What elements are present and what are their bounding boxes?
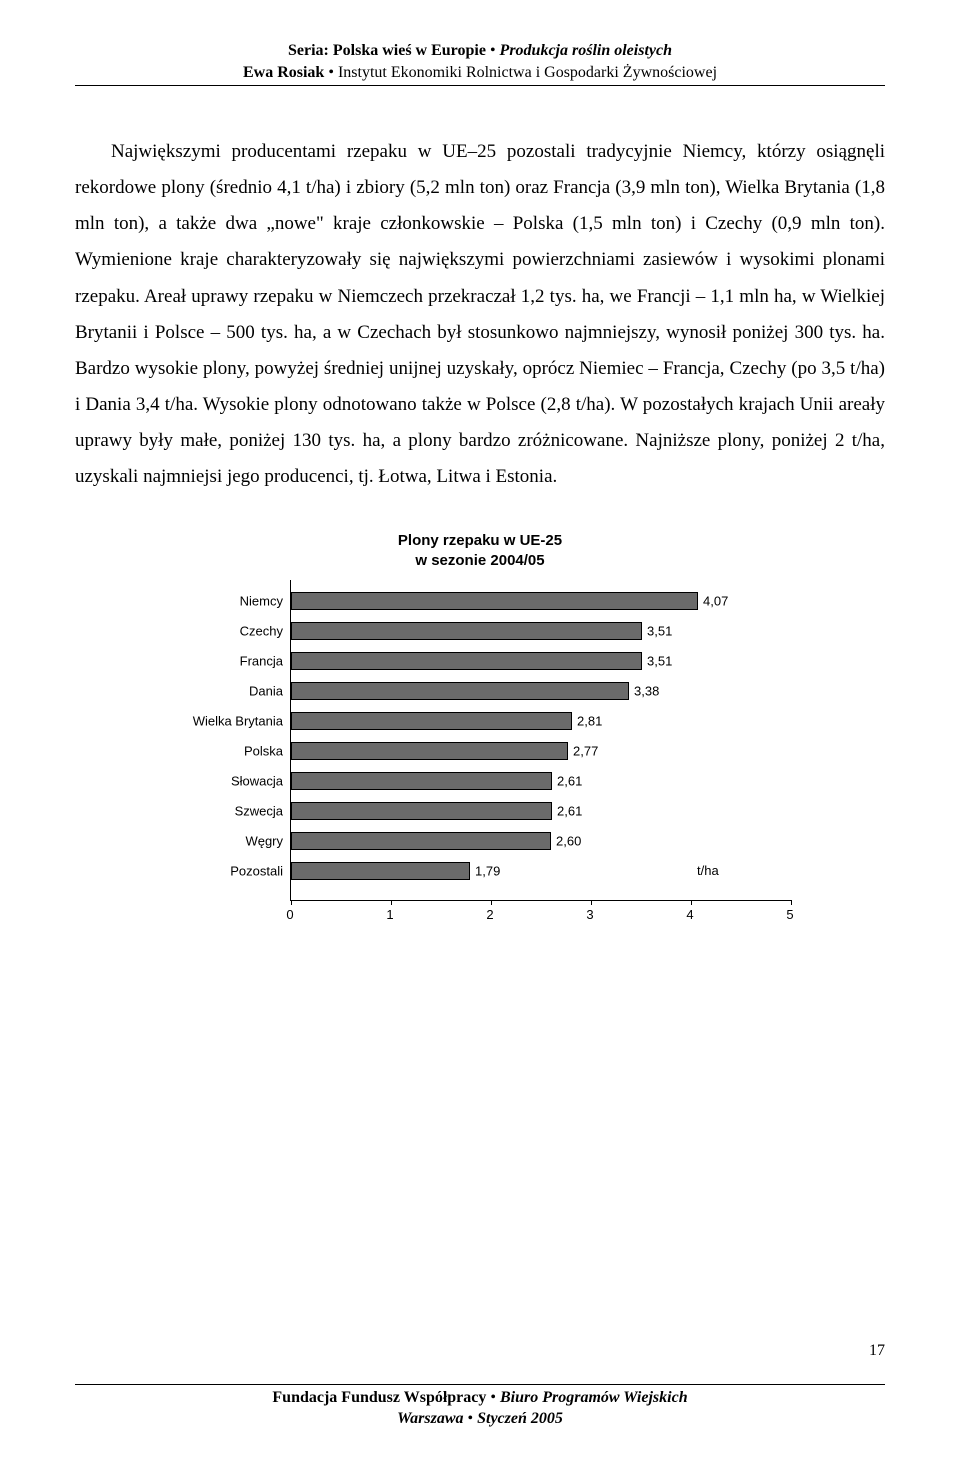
bar-category-label: Dania xyxy=(249,683,291,698)
header-line-1: Seria: Polska wieś w Europie • Produkcja… xyxy=(75,40,885,62)
unit-label: t/ha xyxy=(697,863,719,878)
x-tick-label: 4 xyxy=(686,907,693,922)
bar: 2,77 xyxy=(291,742,568,760)
body-paragraph: Największymi producentami rzepaku w UE–2… xyxy=(75,134,885,495)
footer-bullet-1: • xyxy=(490,1389,496,1406)
bar-category-label: Francja xyxy=(240,653,291,668)
bar-value-label: 2,81 xyxy=(571,713,602,728)
bar-category-label: Polska xyxy=(244,743,291,758)
footer-org-2: Biuro Programów Wiejskich xyxy=(500,1389,688,1406)
footer-place: Warszawa xyxy=(397,1410,463,1427)
x-axis: 012345 xyxy=(290,901,790,923)
chart-title: Plony rzepaku w UE-25 w sezonie 2004/05 xyxy=(160,531,800,572)
plot-area: t/ha Niemcy4,07Czechy3,51Francja3,51Dani… xyxy=(290,580,791,901)
bar-value-label: 1,79 xyxy=(469,863,500,878)
footer-line-1: Fundacja Fundusz Współpracy • Biuro Prog… xyxy=(75,1387,885,1409)
header-line-2: Ewa Rosiak • Instytut Ekonomiki Rolnictw… xyxy=(75,62,885,84)
x-tick-label: 1 xyxy=(386,907,393,922)
bar-category-label: Niemcy xyxy=(240,593,291,608)
bar: 2,61 xyxy=(291,772,552,790)
bar-value-label: 2,77 xyxy=(567,743,598,758)
bar: 3,51 xyxy=(291,622,642,640)
bar-value-label: 3,51 xyxy=(641,653,672,668)
bar-value-label: 2,60 xyxy=(550,833,581,848)
page-header: Seria: Polska wieś w Europie • Produkcja… xyxy=(75,40,885,86)
bar: 4,07 xyxy=(291,592,698,610)
bar-category-label: Czechy xyxy=(240,623,291,638)
institute-name: Instytut Ekonomiki Rolnictwa i Gospodark… xyxy=(338,64,717,81)
bar-value-label: 2,61 xyxy=(551,803,582,818)
bar-category-label: Pozostali xyxy=(230,863,291,878)
bar-value-label: 4,07 xyxy=(697,593,728,608)
bar: 2,61 xyxy=(291,802,552,820)
bar-value-label: 3,51 xyxy=(641,623,672,638)
bar-category-label: Wielka Brytania xyxy=(193,713,291,728)
bar: 1,79 xyxy=(291,862,470,880)
bar: 2,81 xyxy=(291,712,572,730)
series-label: Seria: Polska wieś w Europie xyxy=(288,42,486,59)
bar-category-label: Słowacja xyxy=(231,773,291,788)
footer-line-2: Warszawa • Styczeń 2005 xyxy=(75,1408,885,1430)
bullet-1: • xyxy=(490,42,496,59)
bar-value-label: 2,61 xyxy=(551,773,582,788)
x-tick-label: 3 xyxy=(586,907,593,922)
bar-category-label: Szwecja xyxy=(235,803,291,818)
bullet-2: • xyxy=(328,64,334,81)
footer-bullet-2: • xyxy=(468,1410,474,1427)
bar: 3,51 xyxy=(291,652,642,670)
page-footer: Fundacja Fundusz Współpracy • Biuro Prog… xyxy=(75,1384,885,1430)
chart-title-line-2: w sezonie 2004/05 xyxy=(160,551,800,571)
author-name: Ewa Rosiak xyxy=(243,64,324,81)
page-number: 17 xyxy=(869,1342,885,1360)
bar-value-label: 3,38 xyxy=(628,683,659,698)
x-tick xyxy=(791,900,792,905)
bar-category-label: Węgry xyxy=(245,833,291,848)
chart-title-line-1: Plony rzepaku w UE-25 xyxy=(160,531,800,551)
x-tick-label: 2 xyxy=(486,907,493,922)
bar: 2,60 xyxy=(291,832,551,850)
x-tick-label: 0 xyxy=(286,907,293,922)
series-title: Produkcja roślin oleistych xyxy=(500,42,672,59)
chart-container: Plony rzepaku w UE-25 w sezonie 2004/05 … xyxy=(160,531,800,923)
footer-org-1: Fundacja Fundusz Współpracy xyxy=(272,1389,486,1406)
chart: t/ha Niemcy4,07Czechy3,51Francja3,51Dani… xyxy=(160,580,800,923)
bar: 3,38 xyxy=(291,682,629,700)
footer-date: Styczeń 2005 xyxy=(477,1410,563,1427)
x-tick-label: 5 xyxy=(786,907,793,922)
